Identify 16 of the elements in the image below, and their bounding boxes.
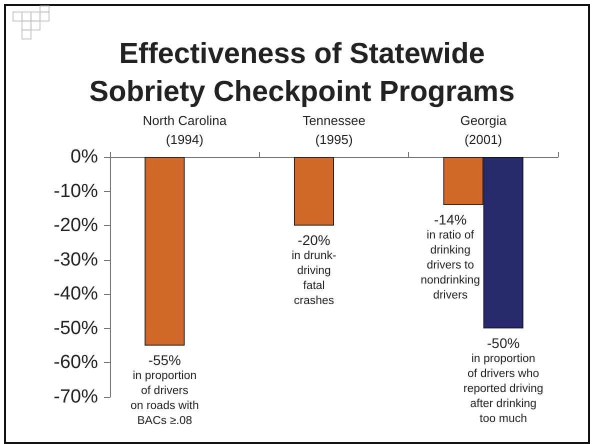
y-tick-label: -20% <box>54 215 98 236</box>
x-tick-label: North Carolina (1994) <box>142 113 228 147</box>
data-label: -14% in ratio of drinking drivers to nondrinking drivers <box>420 212 480 302</box>
chart-title: Effectiveness of Statewide Sobriety Checkpoint Programs <box>89 38 515 108</box>
data-label: -50% in proportion of drivers who reported driving after drinking too much <box>463 334 544 425</box>
y-tick-label: -50% <box>54 318 98 339</box>
y-tick-label: -40% <box>54 284 98 305</box>
y-tick-label: 0% <box>70 146 98 168</box>
data-label: -20% in drunk- driving fatal crashes <box>292 232 337 308</box>
x-tick-label: Tennessee (1995) <box>302 113 366 147</box>
y-tick-label: -10% <box>54 180 98 202</box>
x-tick-label: Georgia (2001) <box>460 113 508 147</box>
y-tick-label: -60% <box>54 352 98 374</box>
y-tick-label: -70% <box>54 386 98 408</box>
data-label: -55% in proportion of drivers on roads with BACs ≥.08 <box>130 352 199 428</box>
y-tick-label: -30% <box>54 249 98 270</box>
